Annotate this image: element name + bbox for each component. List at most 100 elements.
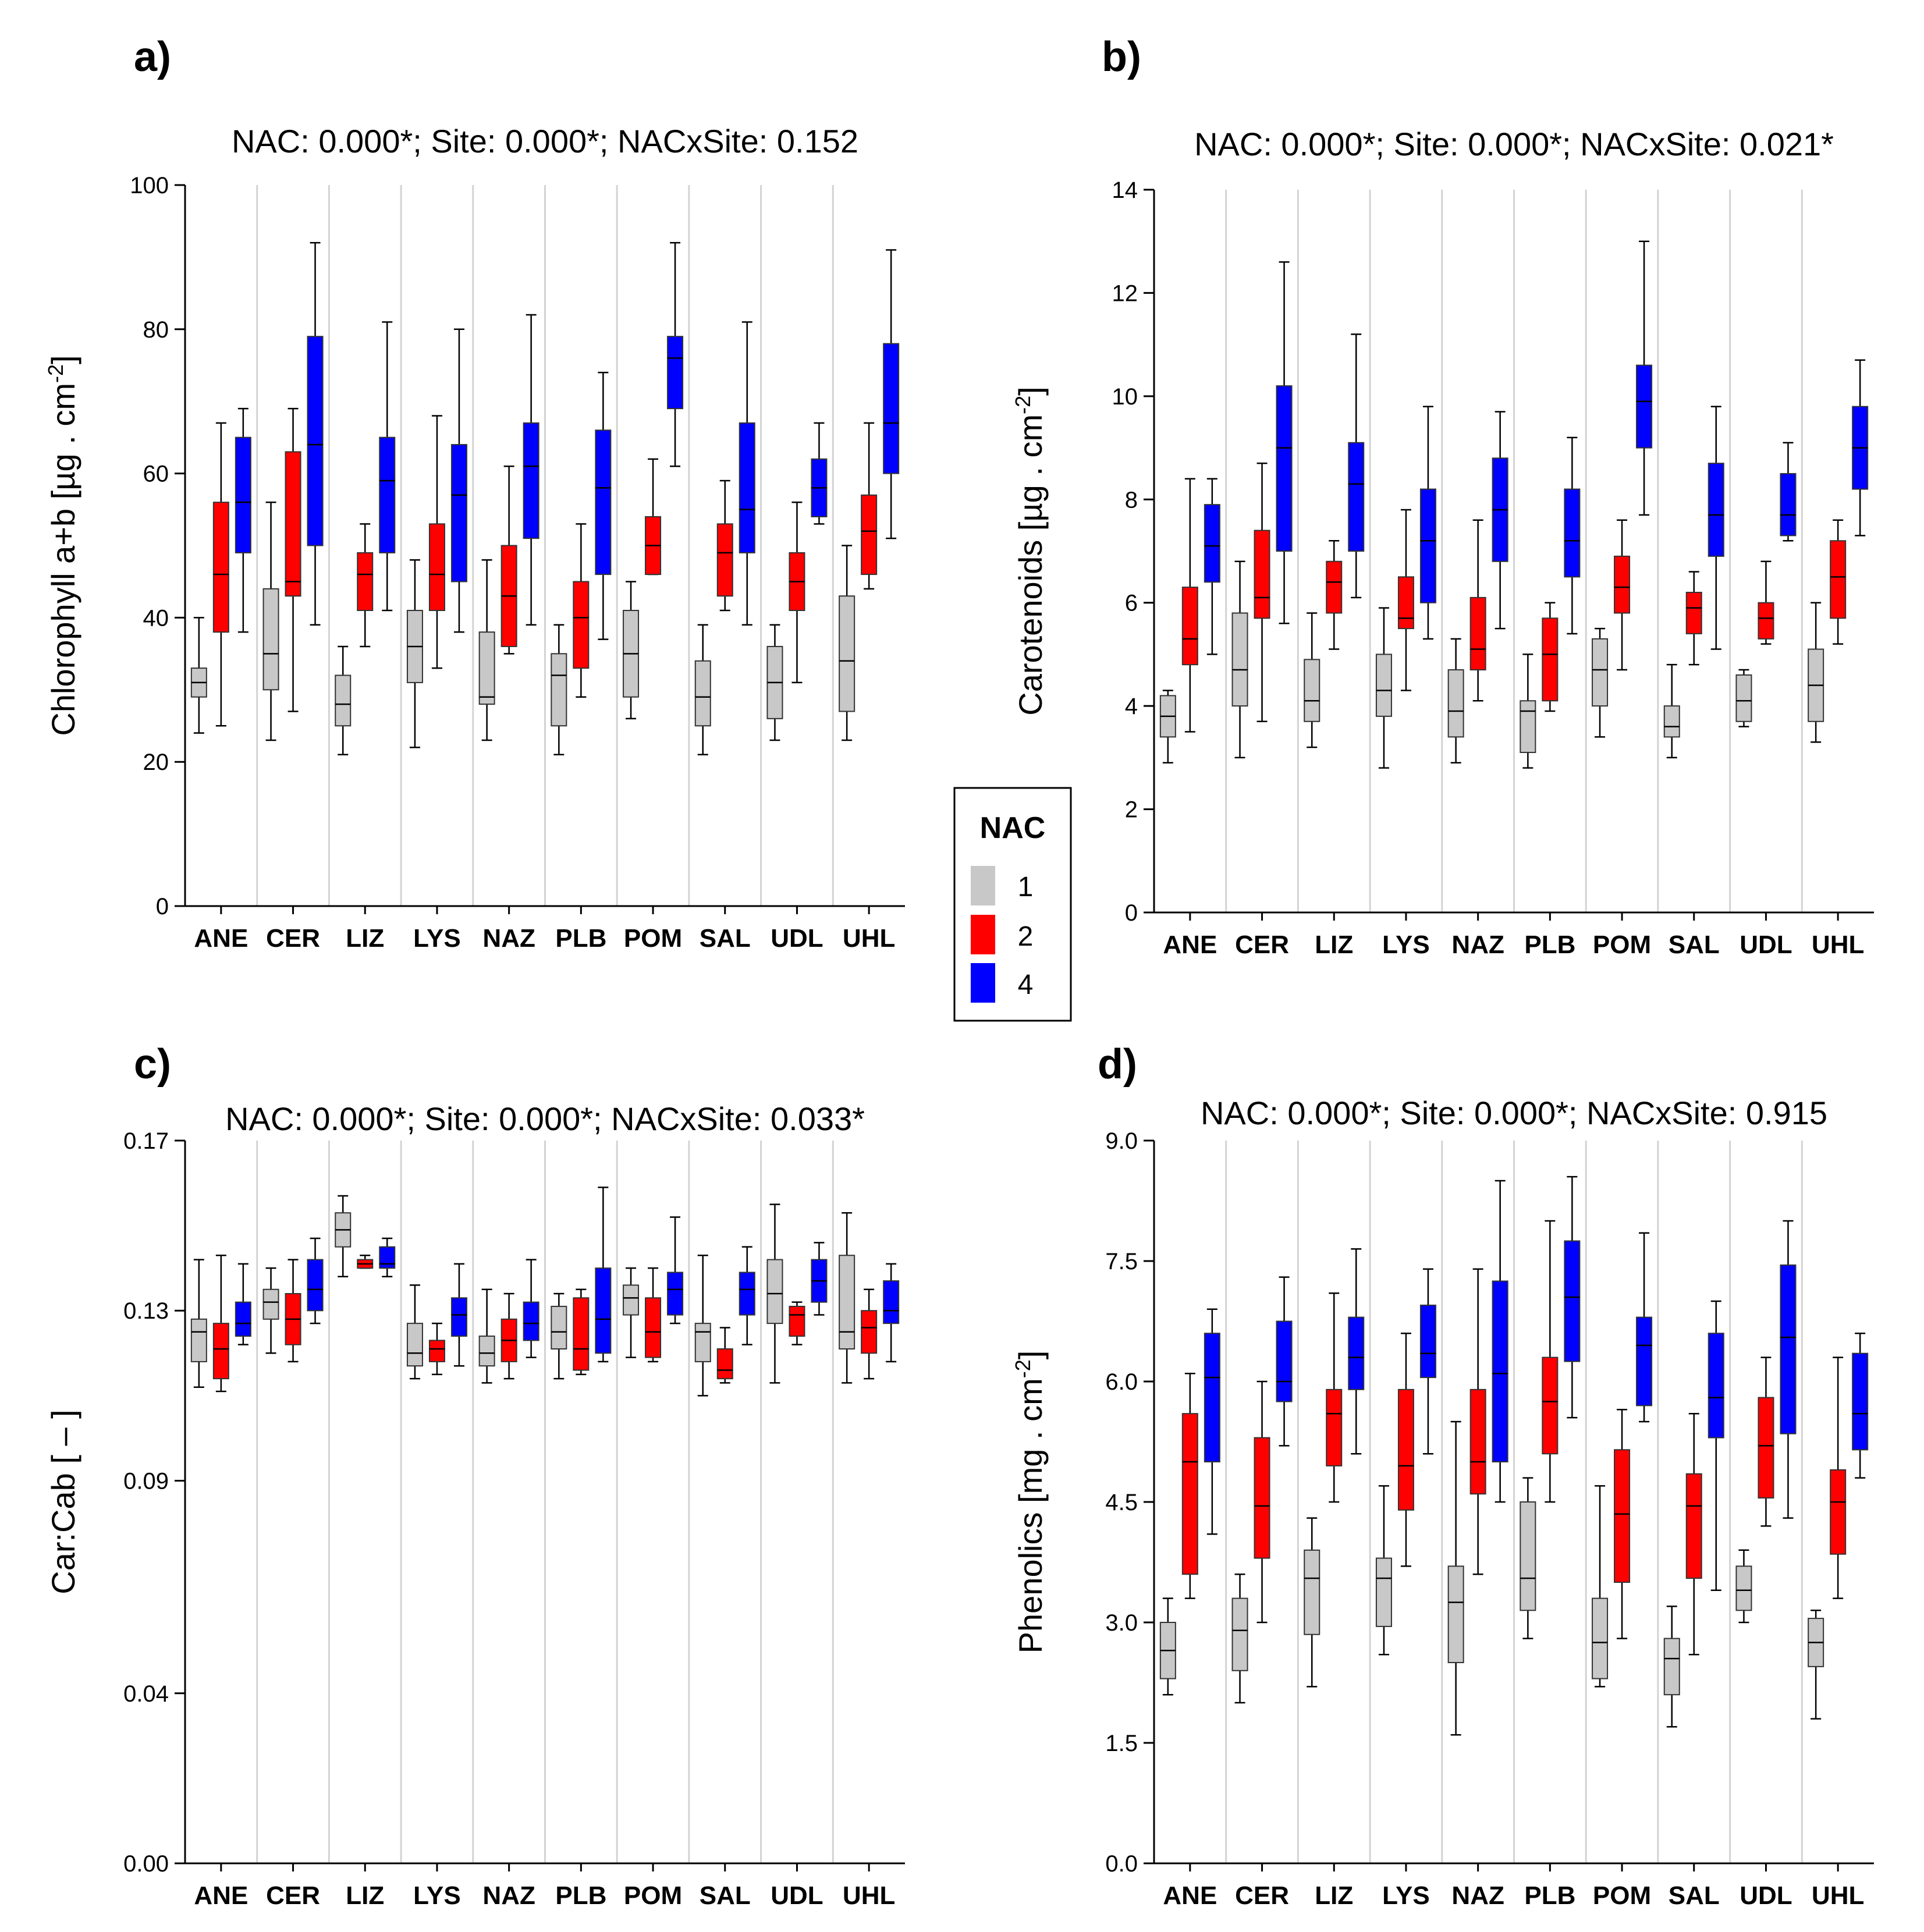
box-body	[573, 1297, 590, 1371]
y-tick-label: 0.0	[1105, 1851, 1138, 1877]
y-tick-label: 80	[143, 317, 169, 343]
box-body	[551, 653, 567, 727]
y-tick-label: 0	[1125, 900, 1138, 926]
box-nac4-lys	[1419, 1268, 1436, 1455]
panel-d: d) NAC: 0.000*; Site: 0.000*; NACxSite: 0…	[1011, 1041, 1874, 1910]
x-tick-label: LIZ	[346, 1881, 384, 1910]
x-tick-label: UDL	[771, 924, 823, 953]
box-body	[861, 1310, 878, 1354]
x-tick-label: PLB	[555, 924, 606, 953]
y-axis-label: Chlorophyll a+b [µg . cm-2]	[44, 355, 81, 736]
box-body	[1830, 1469, 1847, 1555]
box-nac4-cer	[307, 242, 324, 626]
box-nac1-sal	[694, 624, 711, 756]
box-nac2-naz	[1469, 1268, 1486, 1575]
box-body	[623, 1284, 640, 1316]
box-nac4-liz	[379, 1237, 396, 1278]
box-nac1-uhl	[1808, 602, 1824, 743]
box-body	[573, 581, 590, 669]
box-nac2-pom	[1614, 1409, 1631, 1639]
box-nac4-plb	[595, 1187, 612, 1363]
box-nac1-lys	[1375, 607, 1392, 769]
box-body	[478, 1336, 495, 1367]
box-nac2-udl	[1758, 1356, 1774, 1527]
box-body	[551, 1305, 567, 1349]
box-body	[1304, 659, 1320, 722]
box-body	[1614, 555, 1631, 614]
box-nac1-udl	[1735, 669, 1752, 727]
panel-title: NAC: 0.000*; Site: 0.000*; NACxSite: 0.0…	[225, 1100, 865, 1137]
box-nac2-sal	[1685, 571, 1702, 666]
box-nac2-plb	[573, 1288, 590, 1376]
box-body	[1520, 1501, 1536, 1611]
box-nac2-lys	[428, 1322, 445, 1376]
box-body	[1326, 1388, 1343, 1466]
box-nac4-udl	[811, 1242, 828, 1316]
box-nac4-udl	[1780, 442, 1797, 542]
box-nac1-uhl	[1808, 1610, 1824, 1720]
box-body	[1592, 1597, 1609, 1679]
box-body	[1780, 473, 1797, 537]
box-nac1-pom	[623, 1267, 640, 1358]
box-nac2-pom	[1614, 519, 1631, 671]
box-nac2-naz	[1469, 519, 1486, 702]
x-tick-label: ANE	[1163, 931, 1217, 959]
box-body	[1276, 1320, 1293, 1402]
box-nac4-lys	[1419, 406, 1436, 640]
x-tick-label: UHL	[1812, 1881, 1864, 1910]
x-tick-label: LIZ	[346, 924, 384, 953]
x-tick-label: PLB	[1524, 1881, 1575, 1910]
box-body	[1663, 1638, 1680, 1696]
box-nac2-lys	[428, 415, 445, 669]
box-body	[235, 1301, 251, 1337]
box-nac4-uhl	[883, 249, 900, 539]
box-nac1-cer	[262, 501, 279, 741]
box-body	[1469, 1388, 1486, 1495]
y-tick-label: 0.13	[123, 1298, 169, 1324]
box-body	[1447, 669, 1464, 738]
box-body	[1780, 1264, 1797, 1434]
box-body	[883, 343, 900, 474]
box-body	[307, 336, 324, 546]
box-nac4-pom	[1636, 240, 1653, 516]
legend-label-4: 4	[1018, 969, 1034, 1000]
box-body	[789, 1305, 805, 1337]
y-tick-label: 7.5	[1105, 1249, 1138, 1274]
box-body	[1348, 1316, 1365, 1390]
box-body	[262, 1288, 279, 1320]
box-nac2-ane	[1181, 1372, 1198, 1599]
box-nac2-naz	[500, 465, 517, 655]
box-nac1-liz	[1304, 612, 1320, 748]
box-nac1-sal	[1663, 1606, 1680, 1728]
box-nac4-cer	[1276, 1276, 1293, 1447]
box-nac1-ane	[1159, 690, 1176, 763]
box-nac2-uhl	[1830, 519, 1847, 645]
legend-item: 2	[971, 915, 1033, 954]
box-nac2-ane	[1181, 478, 1198, 733]
box-nac2-cer	[285, 1259, 301, 1363]
box-body	[1254, 1437, 1270, 1559]
box-nac4-sal	[739, 1246, 755, 1345]
box-nac1-cer	[262, 1267, 279, 1354]
legend-item: 4	[971, 963, 1033, 1003]
y-tick-label: 0	[156, 894, 169, 919]
box-nac4-pom	[667, 1216, 684, 1324]
box-body	[212, 1323, 229, 1380]
box-body	[1181, 1413, 1198, 1575]
box-nac1-liz	[335, 1195, 352, 1278]
y-tick-label: 1.5	[1105, 1731, 1138, 1756]
y-tick-label: 6	[1125, 591, 1138, 616]
x-tick-label: LYS	[1382, 1881, 1430, 1910]
y-tick-label: 0.00	[123, 1851, 169, 1877]
box-nac1-ane	[1159, 1597, 1176, 1696]
panel-title: NAC: 0.000*; Site: 0.000*; NACxSite: 0.9…	[1201, 1095, 1827, 1131]
x-tick-label: SAL	[700, 924, 751, 953]
box-nac4-ane	[1204, 478, 1220, 655]
box-nac1-naz	[478, 559, 495, 741]
legend-label-1: 1	[1018, 872, 1034, 903]
box-body	[1375, 1557, 1392, 1627]
x-tick-label: POM	[1593, 931, 1651, 959]
x-tick-label: LYS	[413, 924, 461, 953]
box-body	[667, 336, 684, 410]
box-body	[667, 1272, 684, 1316]
